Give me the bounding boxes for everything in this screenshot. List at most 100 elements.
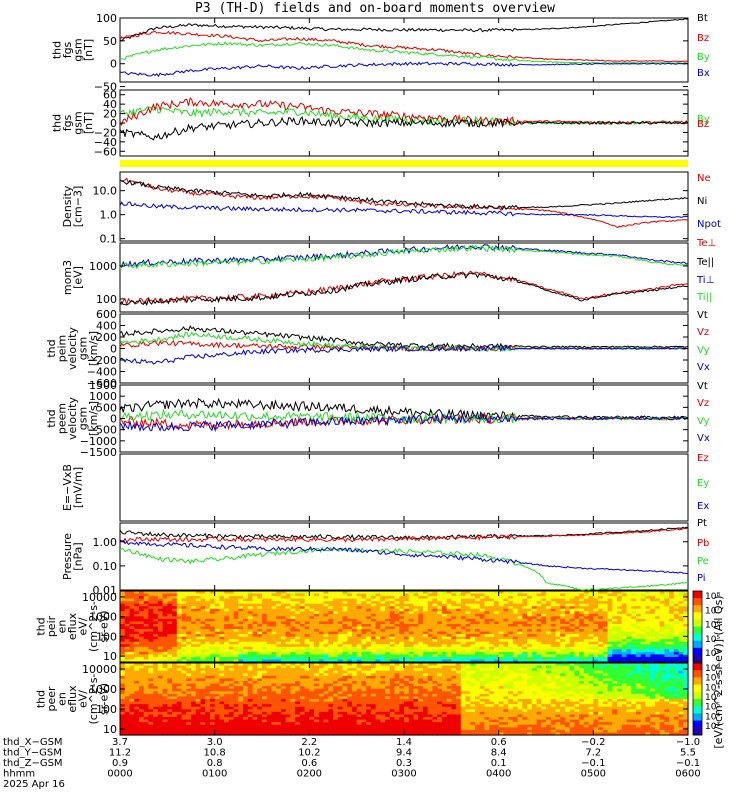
y-tick-label: 1000 [89, 683, 117, 696]
y-tick-label: 20 [103, 108, 117, 121]
y-axis-label: eV/ [77, 690, 90, 708]
spectrogram-9 [120, 591, 689, 663]
y-tick-label: −60 [94, 145, 117, 158]
x-tick-label: 0.8 [207, 758, 223, 769]
legend-Bt: Bt [697, 13, 708, 24]
y-axis-label: E=−VxB [61, 464, 74, 511]
spectrogram-10 [120, 663, 689, 736]
y-tick-label: 10 [103, 650, 117, 663]
y-tick-label: −20 [94, 126, 117, 139]
y-tick-label: 100 [96, 630, 117, 643]
x-tick-label: 7.2 [585, 748, 601, 759]
legend-Pt: Pt [697, 518, 707, 529]
y-axis-label: peem [56, 403, 69, 434]
y-axis-label: peir [45, 615, 58, 637]
y-tick-label: 200 [96, 331, 117, 344]
y-axis-label: [mV/m] [71, 467, 84, 508]
y-axis-label: gsm [77, 337, 90, 360]
x-tick-label: 0600 [675, 769, 700, 780]
y-tick-label: 10.0 [93, 185, 118, 198]
panel-7: Ez Ey Ex E=−VxB[mV/m] [61, 453, 709, 522]
y-axis-label: thd [50, 41, 63, 59]
series-line-Pb [119, 527, 689, 543]
legend-Vy: Vy [697, 416, 710, 427]
x-tick-label: 10.2 [298, 748, 320, 759]
series-line-Ti|| [119, 244, 689, 269]
x-tick-label: 0200 [297, 769, 322, 780]
colorbar-tick: 10⁷ [705, 683, 720, 693]
colorbar-tick: 10⁸ [705, 674, 720, 684]
legend-Vx: Vx [697, 362, 710, 373]
y-axis-label: gsm [77, 407, 90, 430]
x-tick-label: 3.0 [207, 737, 223, 748]
panel-8: Pt Pb Pe Pi 1.00 0.10 0.01 Pressure[nPa] [61, 518, 710, 597]
y-tick-label: −1000 [80, 435, 117, 448]
y-axis-label: thd [50, 114, 63, 132]
x-tick-label: 3.7 [112, 737, 128, 748]
y-axis-label: [km/s] [87, 401, 100, 436]
legend-Ex: Ex [697, 501, 709, 512]
y-axis-label: velocity [66, 327, 79, 370]
y-axis-label: [nPa] [71, 542, 84, 570]
y-tick-label: −500 [87, 424, 117, 437]
x-tick-label: 0000 [107, 769, 132, 780]
y-axis-label: [eV] [71, 266, 84, 289]
legend-Ni: Ni [697, 196, 707, 207]
series-line-Te⊥ [119, 270, 689, 306]
colorbar-tick: 10⁶ [705, 621, 720, 631]
x-tick-label: −0.1 [581, 758, 605, 769]
y-tick-label: 1.0 [100, 209, 118, 222]
x-tick-label: 1.4 [396, 737, 412, 748]
series-line-Npot [119, 201, 689, 219]
colorbar-9: 10⁸ 10⁷ 10⁶ 10⁵ 10⁴ [692, 590, 720, 663]
y-tick-label: 500 [96, 401, 117, 414]
legend-Ey: Ey [697, 478, 709, 489]
y-tick-label: 0.1 [100, 233, 118, 246]
y-tick-label: −600 [87, 377, 117, 390]
x-tick-label: 0300 [391, 769, 416, 780]
x-tick-label: 0.1 [491, 758, 507, 769]
page-title: P3 (TH-D) fields and on-board moments ov… [194, 1, 556, 16]
y-tick-label: 0 [110, 343, 117, 356]
colorbar-tick: 10³ [705, 722, 720, 732]
x-tick-label: 0100 [202, 769, 227, 780]
x-tick-label: −0.1 [676, 758, 700, 769]
y-axis-label: [nT] [82, 112, 95, 134]
legend-By: By [697, 52, 710, 63]
x-row-label: thd_Z−GSM [3, 758, 63, 769]
y-tick-label: 1000 [89, 611, 117, 624]
y-tick-label: 100 [96, 293, 117, 306]
series-line-Bx [119, 61, 689, 78]
y-axis-label: thd [35, 690, 48, 708]
series-line-Bt [119, 18, 689, 42]
y-axis-label: peer [45, 686, 58, 712]
x-date-label: 2025 Apr 16 [3, 779, 65, 790]
series-line-Vx [119, 344, 689, 365]
y-axis-label: eflux [66, 612, 79, 640]
legend-Ez: Ez [697, 453, 709, 464]
x-tick-label: −0.2 [581, 737, 605, 748]
y-tick-label: 0.01 [93, 584, 118, 597]
y-tick-label: 100 [96, 703, 117, 716]
y-tick-label: 100 [96, 12, 117, 25]
colorbar-tick: 10⁴ [705, 649, 720, 659]
y-axis-label: Density [61, 185, 74, 227]
legend-Bz: Bz [697, 119, 709, 130]
x-row-label: thd_Y−GSM [3, 748, 62, 759]
y-axis-label: thd [35, 617, 48, 635]
y-axis-label: gsm [71, 38, 84, 61]
legend-Ne: Ne [697, 173, 711, 184]
y-tick-label: 1000 [89, 260, 117, 273]
y-tick-label: 1000 [89, 390, 117, 403]
y-axis-label: (cm^2-s- [87, 601, 100, 652]
y-tick-label: 0 [110, 117, 117, 130]
y-tick-label: −40 [94, 136, 117, 149]
colorbar-tick: 10⁸ [705, 592, 720, 602]
y-axis-label: [cm−3] [71, 186, 84, 228]
x-row-label: thd_X−GSM [3, 737, 63, 748]
legend-Bx: Bx [697, 68, 710, 79]
x-tick-label: 0500 [581, 769, 606, 780]
